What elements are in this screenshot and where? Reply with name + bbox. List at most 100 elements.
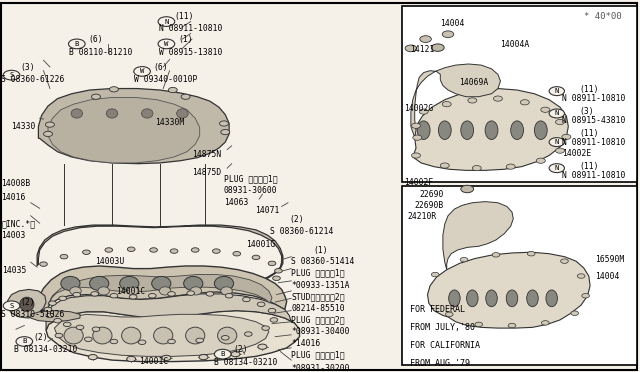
Ellipse shape bbox=[152, 276, 171, 291]
Ellipse shape bbox=[186, 327, 205, 344]
Text: B: B bbox=[22, 339, 26, 344]
Text: (11): (11) bbox=[579, 162, 598, 171]
Text: 14069A: 14069A bbox=[460, 78, 489, 87]
Text: S: S bbox=[10, 72, 13, 78]
Ellipse shape bbox=[64, 327, 83, 344]
Circle shape bbox=[508, 323, 516, 328]
Circle shape bbox=[187, 291, 195, 295]
Text: 22690B: 22690B bbox=[415, 201, 444, 210]
Text: 14003: 14003 bbox=[1, 231, 26, 240]
Circle shape bbox=[212, 249, 220, 253]
Text: 14875N: 14875N bbox=[192, 150, 221, 158]
Circle shape bbox=[109, 87, 118, 92]
Circle shape bbox=[442, 31, 454, 38]
Circle shape bbox=[413, 135, 422, 140]
Circle shape bbox=[273, 276, 280, 280]
Ellipse shape bbox=[106, 109, 118, 118]
Circle shape bbox=[275, 269, 282, 273]
Circle shape bbox=[168, 87, 177, 93]
Ellipse shape bbox=[184, 276, 203, 291]
Circle shape bbox=[506, 164, 515, 169]
Circle shape bbox=[231, 352, 240, 357]
Circle shape bbox=[181, 94, 190, 99]
Circle shape bbox=[431, 272, 439, 277]
Circle shape bbox=[419, 109, 428, 114]
Polygon shape bbox=[443, 202, 513, 270]
Text: N 08911-10810: N 08911-10810 bbox=[159, 24, 222, 33]
Polygon shape bbox=[37, 225, 283, 278]
Circle shape bbox=[214, 349, 231, 359]
Ellipse shape bbox=[221, 287, 232, 295]
Ellipse shape bbox=[511, 121, 524, 140]
Text: W 09340-0010P: W 09340-0010P bbox=[134, 75, 198, 84]
Circle shape bbox=[170, 249, 178, 253]
Text: 14002G: 14002G bbox=[404, 104, 434, 113]
Circle shape bbox=[252, 255, 260, 260]
Ellipse shape bbox=[120, 276, 139, 291]
Circle shape bbox=[162, 355, 171, 360]
Circle shape bbox=[562, 134, 571, 140]
Circle shape bbox=[472, 166, 481, 171]
Polygon shape bbox=[428, 252, 590, 328]
Ellipse shape bbox=[122, 327, 141, 344]
Text: *08931-30200: *08931-30200 bbox=[291, 364, 349, 372]
Text: 14121: 14121 bbox=[410, 45, 434, 54]
Text: N 08915-43810: N 08915-43810 bbox=[562, 116, 625, 125]
Text: STUDスタッド（2）: STUDスタッド（2） bbox=[291, 292, 345, 301]
Text: 14330: 14330 bbox=[12, 122, 36, 131]
Text: 14001C: 14001C bbox=[116, 287, 146, 296]
Circle shape bbox=[84, 337, 92, 341]
Circle shape bbox=[270, 318, 278, 322]
Circle shape bbox=[492, 253, 500, 257]
Circle shape bbox=[45, 122, 54, 127]
Ellipse shape bbox=[467, 290, 478, 307]
Ellipse shape bbox=[70, 287, 81, 295]
Ellipse shape bbox=[71, 109, 83, 118]
Text: PLUG プラグ（2）: PLUG プラグ（2） bbox=[291, 315, 345, 324]
Text: FOR CALIFORNIA: FOR CALIFORNIA bbox=[410, 341, 479, 350]
Text: N 08911-10810: N 08911-10810 bbox=[562, 94, 625, 103]
Circle shape bbox=[268, 261, 276, 266]
Circle shape bbox=[520, 100, 529, 105]
Text: B 08134-03210: B 08134-03210 bbox=[214, 358, 278, 367]
Text: N: N bbox=[164, 19, 168, 25]
Circle shape bbox=[191, 248, 199, 252]
Text: (3): (3) bbox=[579, 107, 594, 116]
Text: (11): (11) bbox=[174, 12, 193, 21]
Circle shape bbox=[60, 254, 68, 259]
Text: (6): (6) bbox=[88, 35, 103, 44]
Circle shape bbox=[54, 318, 61, 323]
Circle shape bbox=[3, 301, 20, 311]
Text: (2): (2) bbox=[33, 333, 48, 342]
Text: S 08310-51026: S 08310-51026 bbox=[1, 310, 65, 318]
Text: N: N bbox=[555, 88, 559, 94]
Circle shape bbox=[262, 326, 269, 330]
Text: S 08360-61226: S 08360-61226 bbox=[1, 75, 65, 84]
Circle shape bbox=[549, 109, 564, 118]
Ellipse shape bbox=[417, 121, 430, 140]
Text: 14016: 14016 bbox=[1, 193, 26, 202]
Circle shape bbox=[110, 339, 118, 344]
Ellipse shape bbox=[61, 276, 80, 291]
Circle shape bbox=[561, 259, 568, 263]
Circle shape bbox=[257, 302, 265, 307]
Text: 14001G: 14001G bbox=[246, 240, 276, 249]
Circle shape bbox=[475, 322, 483, 327]
Circle shape bbox=[127, 356, 136, 362]
Polygon shape bbox=[38, 89, 229, 164]
Polygon shape bbox=[413, 89, 568, 170]
Circle shape bbox=[460, 257, 468, 262]
Circle shape bbox=[92, 94, 100, 99]
Ellipse shape bbox=[486, 290, 497, 307]
Circle shape bbox=[92, 327, 100, 331]
Text: (6): (6) bbox=[154, 63, 168, 72]
Ellipse shape bbox=[190, 287, 202, 295]
Circle shape bbox=[549, 138, 564, 147]
Circle shape bbox=[40, 262, 47, 266]
Text: 08214-85510: 08214-85510 bbox=[291, 304, 345, 313]
Circle shape bbox=[44, 131, 52, 137]
Circle shape bbox=[445, 312, 453, 317]
Circle shape bbox=[91, 292, 99, 296]
Circle shape bbox=[244, 332, 252, 336]
Polygon shape bbox=[54, 314, 269, 356]
